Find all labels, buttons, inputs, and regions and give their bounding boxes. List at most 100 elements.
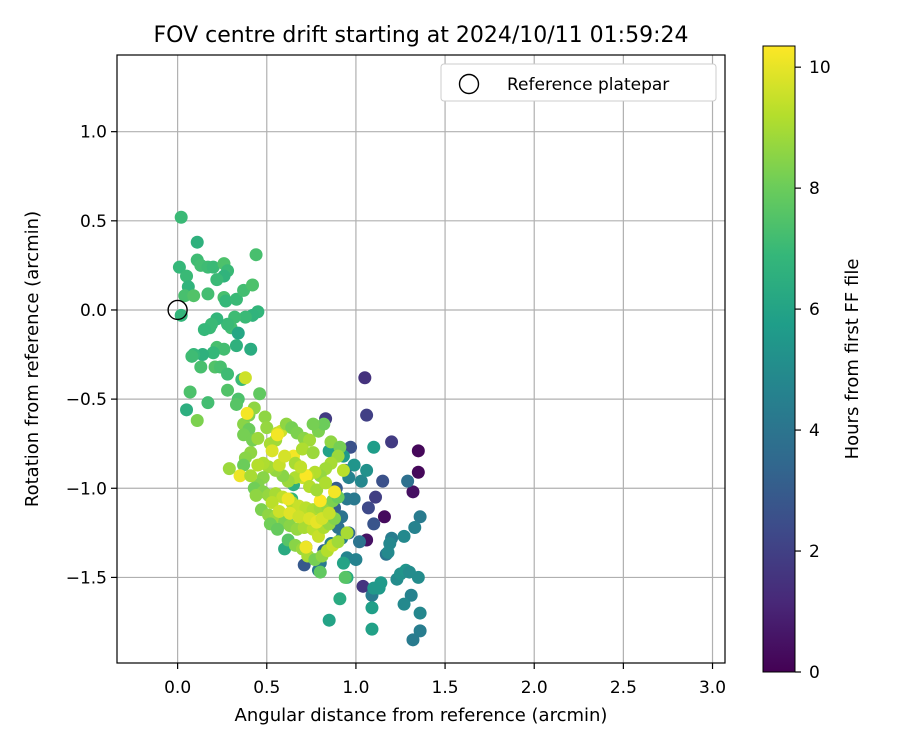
- data-point: [244, 469, 258, 483]
- data-point: [251, 431, 265, 445]
- data-point: [190, 414, 204, 428]
- data-point: [174, 210, 188, 224]
- data-point: [361, 501, 375, 515]
- data-point: [411, 465, 425, 479]
- x-tick-label: 0.5: [253, 678, 280, 698]
- data-point: [201, 396, 215, 410]
- data-point: [336, 556, 350, 570]
- colorbar-tick-label: 2: [809, 542, 820, 562]
- data-point: [306, 446, 320, 460]
- plot-frame: [116, 54, 726, 664]
- data-point: [172, 260, 186, 274]
- data-point: [238, 371, 252, 385]
- data-point: [385, 435, 399, 449]
- y-tick-label: −0.5: [66, 390, 107, 410]
- data-point: [244, 342, 258, 356]
- data-point: [221, 383, 235, 397]
- data-point: [197, 323, 211, 337]
- data-point: [397, 529, 411, 543]
- data-point: [352, 535, 366, 549]
- data-point: [253, 387, 267, 401]
- data-point: [406, 485, 420, 499]
- data-point: [313, 565, 327, 579]
- legend-label-reference: Reference platepar: [507, 75, 669, 95]
- data-point: [174, 308, 188, 322]
- data-point: [377, 510, 391, 524]
- y-tick-label: 0.0: [80, 301, 107, 321]
- data-point: [358, 371, 372, 385]
- colorbar-tick-label: 4: [809, 421, 820, 441]
- data-point: [333, 592, 347, 606]
- y-tick-label: 0.5: [80, 212, 107, 232]
- data-point: [404, 588, 418, 602]
- data-point: [349, 553, 363, 567]
- data-point: [331, 535, 345, 549]
- data-point: [229, 397, 243, 411]
- data-point: [319, 476, 333, 490]
- data-point: [413, 624, 427, 638]
- data-point: [295, 442, 309, 456]
- data-point: [270, 428, 284, 442]
- data-point: [340, 526, 354, 540]
- data-point: [306, 417, 320, 431]
- colorbar-tick-label: 10: [809, 58, 831, 78]
- data-point: [240, 406, 254, 420]
- data-point: [201, 287, 215, 301]
- data-point: [365, 601, 379, 615]
- data-point: [354, 474, 368, 488]
- legend-box: [440, 63, 717, 102]
- colorbar-tick-label: 8: [809, 179, 820, 199]
- data-point: [367, 517, 381, 531]
- data-point: [317, 417, 331, 431]
- data-point: [376, 474, 390, 488]
- x-tick-label: 2.0: [521, 678, 548, 698]
- data-point: [344, 440, 358, 454]
- data-point: [237, 458, 251, 472]
- x-axis-ticks: 0.0 0.5 1.0 1.5 2.0 2.5 3.0: [164, 663, 726, 698]
- data-point: [322, 613, 336, 627]
- data-point: [367, 440, 381, 454]
- data-point: [270, 522, 284, 536]
- data-point: [238, 310, 252, 324]
- data-point: [249, 248, 263, 262]
- data-point: [369, 490, 383, 504]
- data-point: [281, 492, 295, 506]
- data-point: [196, 348, 210, 362]
- data-point: [206, 260, 220, 274]
- data-point: [180, 403, 194, 417]
- data-point: [260, 421, 274, 435]
- data-point: [185, 349, 199, 363]
- data-point: [206, 346, 220, 360]
- data-point: [180, 269, 194, 283]
- x-tick-label: 1.5: [432, 678, 459, 698]
- x-axis-label: Angular distance from reference (arcmin): [235, 705, 608, 726]
- colorbar-ticks: 0 2 4 6 8 10: [795, 58, 831, 683]
- data-point: [360, 463, 374, 477]
- data-point: [194, 360, 208, 374]
- data-point: [299, 540, 313, 554]
- colorbar: [762, 45, 796, 673]
- data-point: [229, 292, 243, 306]
- y-tick-label: −1.0: [66, 479, 107, 499]
- data-point: [251, 458, 265, 472]
- x-tick-label: 3.0: [699, 678, 726, 698]
- data-point: [408, 520, 422, 534]
- data-points: [167, 210, 427, 647]
- data-point: [367, 581, 381, 595]
- legend: Reference platepar: [440, 63, 717, 102]
- data-point: [322, 506, 336, 520]
- colorbar-tick-label: 0: [809, 663, 820, 683]
- data-point: [406, 633, 420, 647]
- x-tick-label: 1.0: [342, 678, 369, 698]
- data-point: [190, 235, 204, 249]
- data-point: [229, 339, 243, 353]
- data-point: [401, 474, 415, 488]
- data-point: [272, 504, 286, 518]
- data-point: [356, 579, 370, 593]
- data-point: [365, 622, 379, 636]
- data-point: [183, 385, 197, 399]
- data-point: [360, 408, 374, 422]
- x-tick-label: 2.5: [610, 678, 637, 698]
- data-point: [413, 510, 427, 524]
